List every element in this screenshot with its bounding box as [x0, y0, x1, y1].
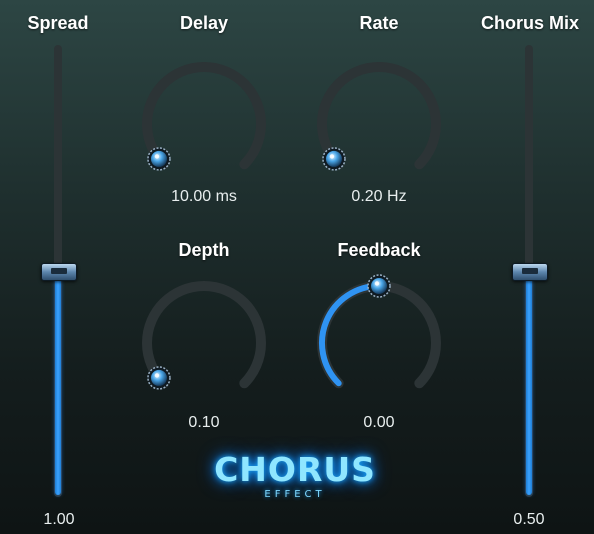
chorus-mix-label: Chorus Mix [480, 13, 579, 33]
rate-value: 0.20 Hz [351, 188, 407, 205]
depth-knob-thumb [147, 366, 171, 390]
delay-knob[interactable] [134, 54, 274, 194]
delay-knob-thumb [147, 147, 171, 171]
feedback-value: 0.00 [363, 414, 395, 431]
feedback-knob[interactable] [309, 273, 449, 413]
chorus-mix-slider-fill [526, 272, 532, 495]
depth-knob-track [142, 281, 266, 389]
logo-title: CHORUS [214, 450, 376, 489]
delay-label: Delay [179, 13, 229, 33]
feedback-knob-thumb [367, 274, 391, 298]
depth-label: Depth [178, 240, 230, 260]
spread-label: Spread [27, 13, 89, 33]
feedback-knob-value-arc [319, 283, 382, 387]
logo-subtitle: EFFECT [264, 489, 326, 500]
spread-slider-fill [55, 272, 61, 495]
rate-label: Rate [359, 13, 399, 33]
rate-knob[interactable] [309, 54, 449, 194]
spread-value: 1.00 [43, 511, 75, 528]
chorus-logo: CHORUS EFFECT [205, 452, 385, 510]
feedback-label: Feedback [337, 240, 421, 260]
delay-value: 10.00 ms [171, 188, 237, 205]
depth-knob[interactable] [134, 273, 274, 413]
rate-knob-track [317, 62, 441, 170]
depth-value: 0.10 [188, 414, 220, 431]
rate-knob-thumb [322, 147, 346, 171]
spread-slider-thumb[interactable] [41, 263, 77, 281]
chorus-mix-value: 0.50 [513, 511, 545, 528]
delay-knob-track [142, 62, 266, 170]
chorus-mix-slider-thumb[interactable] [512, 263, 548, 281]
